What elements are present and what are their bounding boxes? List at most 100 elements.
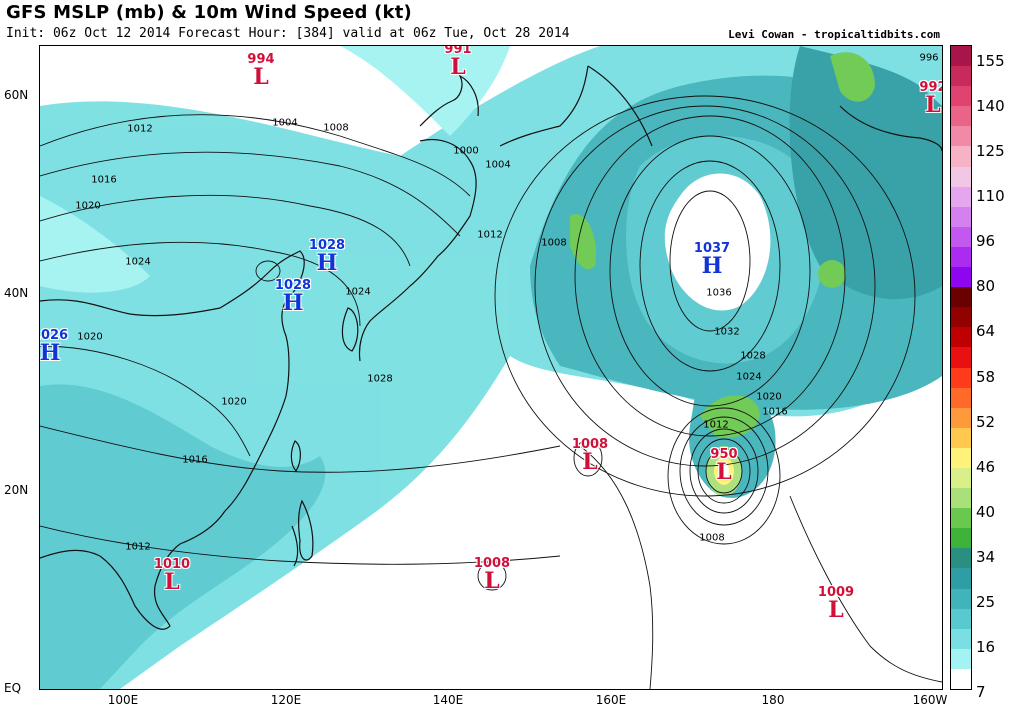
isobar-label: 1024 <box>125 256 151 268</box>
colorbar-swatch <box>951 387 971 408</box>
isobar-label: 1020 <box>75 200 101 212</box>
colorbar-swatch <box>951 548 971 569</box>
isobar-label: 1016 <box>182 454 208 466</box>
wind-shading <box>40 46 942 689</box>
colorbar-swatch <box>951 327 971 348</box>
map-canvas <box>40 46 942 689</box>
colorbar-swatch <box>951 206 971 227</box>
isobar-label: 1020 <box>756 391 782 403</box>
lon-label-180: 180 <box>761 693 785 707</box>
high-pressure-center: 1037 H <box>693 241 731 279</box>
isobar-label: 1000 <box>453 145 479 157</box>
low-pressure-center: 992L <box>919 80 942 118</box>
colorbar-label: 80 <box>976 277 996 296</box>
colorbar-swatch <box>951 86 971 107</box>
isobar-label: 1012 <box>127 123 153 135</box>
colorbar-swatch <box>951 427 971 448</box>
colorbar-label: 58 <box>976 367 996 386</box>
forecast-map: 1012 1004 1008 1000 1004 1016 1020 1024 … <box>39 45 943 690</box>
lon-label-120e: 120E <box>270 693 302 707</box>
isobar-label: 1004 <box>485 159 511 171</box>
lon-label-160w: 160W <box>912 693 948 707</box>
colorbar-swatch <box>951 608 971 629</box>
isobar-label: 996 <box>919 52 939 64</box>
colorbar-swatch <box>951 46 971 67</box>
colorbar-swatch <box>951 588 971 609</box>
colorbar-swatch <box>951 307 971 328</box>
colorbar-label: 140 <box>976 97 1005 116</box>
low-pressure-center: 1010 L <box>153 557 191 595</box>
colorbar-swatch <box>951 648 971 669</box>
colorbar-swatch <box>951 66 971 87</box>
colorbar-label: 155 <box>976 52 1005 70</box>
isobar-label: 1008 <box>541 237 567 249</box>
colorbar-swatch <box>951 447 971 468</box>
lat-label-eq: EQ <box>4 681 22 695</box>
colorbar-swatch <box>951 106 971 127</box>
isobar-label: 1016 <box>91 174 117 186</box>
colorbar-label: 46 <box>976 457 996 476</box>
colorbar-swatch <box>951 488 971 509</box>
typhoon-center: 950 L <box>710 447 738 485</box>
colorbar-swatch <box>951 166 971 187</box>
isobar-label: 1024 <box>345 286 371 298</box>
low-pressure-center: 994 L <box>247 52 275 90</box>
lat-label-40n: 40N <box>4 286 29 300</box>
isobar-label: 1008 <box>699 532 725 544</box>
colorbar-label: 52 <box>976 412 996 431</box>
colorbar-swatch <box>951 246 971 268</box>
colorbar-swatch <box>951 126 971 147</box>
isobar-label: 1036 <box>706 287 732 299</box>
colorbar-swatch <box>951 146 971 167</box>
colorbar-swatch <box>951 508 971 529</box>
wind-speed-colorbar <box>950 45 972 690</box>
isobar-label: 1020 <box>221 396 247 408</box>
colorbar-swatch <box>951 668 971 689</box>
colorbar-swatch <box>951 186 971 207</box>
colorbar-swatch <box>951 628 971 649</box>
isobar-label: 1004 <box>272 117 298 129</box>
high-pressure-center: 1026H <box>39 328 69 366</box>
high-pressure-center: 1028 H <box>274 278 312 316</box>
colorbar-swatch <box>951 367 971 388</box>
colorbar-label: 7 <box>976 683 986 701</box>
lat-label-20n: 20N <box>4 483 29 497</box>
colorbar-label: 25 <box>976 592 996 611</box>
colorbar-label: 125 <box>976 142 1005 161</box>
colorbar-label: 40 <box>976 502 996 521</box>
isobar-label: 1012 <box>477 229 503 241</box>
colorbar-label: 64 <box>976 322 996 341</box>
low-pressure-center: 1009 L <box>817 585 855 623</box>
low-pressure-center: 991 L <box>444 45 472 80</box>
colorbar-label: 96 <box>976 232 996 251</box>
colorbar-label: 34 <box>976 547 996 566</box>
map-title: GFS MSLP (mb) & 10m Wind Speed (kt) <box>6 2 412 23</box>
colorbar-swatch <box>951 347 971 368</box>
colorbar-label: 110 <box>976 187 1005 206</box>
colorbar-swatch <box>951 226 971 247</box>
isobars <box>40 95 942 689</box>
colorbar-swatch <box>951 467 971 489</box>
colorbar-swatch <box>951 267 971 288</box>
map-credit: Levi Cowan - tropicaltidbits.com <box>728 28 940 41</box>
isobar-label: 1020 <box>77 331 103 343</box>
isobar-label: 1032 <box>714 326 740 338</box>
colorbar-swatch <box>951 407 971 428</box>
coastlines <box>40 65 942 630</box>
isobar-label: 1024 <box>736 371 762 383</box>
isobar-label: 1008 <box>323 122 349 134</box>
low-pressure-center: 1008 L <box>473 556 511 594</box>
colorbar-swatch <box>951 528 971 549</box>
colorbar-swatch <box>951 287 971 308</box>
lon-label-100e: 100E <box>107 693 139 707</box>
map-subtitle: Init: 06z Oct 12 2014 Forecast Hour: [38… <box>6 26 570 41</box>
isobar-label: 1028 <box>740 350 766 362</box>
high-pressure-center: 1028 H <box>308 238 346 276</box>
lon-label-160e: 160E <box>595 693 627 707</box>
isobar-label: 1016 <box>762 406 788 418</box>
lon-label-140e: 140E <box>432 693 464 707</box>
isobar-label: 1012 <box>125 541 151 553</box>
lat-label-60n: 60N <box>4 88 29 102</box>
colorbar-label: 16 <box>976 637 996 656</box>
isobar-label: 1012 <box>703 419 729 431</box>
